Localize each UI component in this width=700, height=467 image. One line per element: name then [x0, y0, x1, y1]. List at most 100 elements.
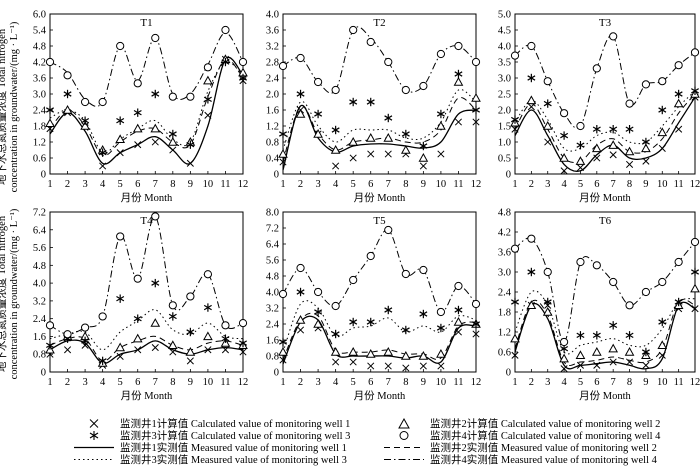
- marker-circle: [510, 51, 520, 60]
- y-tick-label: 5.6: [33, 243, 46, 254]
- marker-x: [279, 356, 287, 364]
- y-tick-label: 3.5: [498, 58, 511, 69]
- marker-triangle: [624, 146, 635, 156]
- marker-x: [560, 167, 568, 175]
- marker-x: [367, 150, 375, 158]
- legend-item-meas2: 监测井2实测值 Measured value of monitoring wel…: [382, 440, 657, 455]
- series-line-solid: [49, 339, 244, 364]
- x-tick-label: 6: [594, 377, 599, 388]
- legend-item-calc1: 监测井1计算值 Calculated value of monitoring w…: [72, 416, 350, 431]
- marker-circle: [543, 267, 552, 277]
- marker-circle: [471, 57, 481, 67]
- y-tick-label: 4.2: [33, 58, 46, 69]
- marker-circle: [384, 57, 393, 67]
- marker-triangle: [673, 98, 684, 108]
- y-tick-label: 0.8: [33, 350, 46, 361]
- series-line-dashdot: [282, 26, 477, 94]
- x-tick-label: 10: [203, 179, 214, 190]
- x-tick-label: 6: [368, 179, 373, 190]
- y-tick-label: 2.4: [33, 106, 47, 117]
- marker-x: [151, 138, 159, 146]
- y-tick-label: 4.0: [266, 288, 279, 299]
- dashdot-line-icon: [382, 454, 426, 465]
- marker-circle: [186, 292, 195, 301]
- marker-x: [116, 149, 124, 157]
- marker-asterisk: [203, 95, 212, 104]
- marker-asterisk: [625, 125, 634, 134]
- marker-triangle: [542, 120, 553, 130]
- marker-circle: [401, 85, 410, 95]
- marker-asterisk: [625, 331, 634, 340]
- marker-x: [511, 351, 519, 359]
- marker-x: [99, 162, 107, 170]
- marker-asterisk: [238, 338, 248, 348]
- x-tick-label: 9: [643, 377, 648, 388]
- y-tick-label: 2.4: [498, 288, 512, 299]
- marker-asterisk: [527, 73, 536, 83]
- marker-x: [576, 164, 585, 172]
- dashed-line-icon: [382, 442, 426, 453]
- marker-asterisk: [98, 356, 107, 366]
- marker-x: [675, 125, 683, 133]
- series-line-dotted: [282, 300, 477, 353]
- marker-circle: [331, 85, 340, 95]
- x-tick-label: 2: [298, 377, 303, 388]
- y-tick-label: 5.6: [266, 256, 279, 267]
- marker-triangle: [591, 346, 602, 356]
- marker-asterisk: [314, 307, 323, 317]
- legend-item-calc3: 监测井3计算值 Calculated value of monitoring w…: [72, 428, 350, 443]
- marker-triangle: [510, 333, 520, 343]
- series-line-solid: [514, 301, 696, 370]
- marker-asterisk: [349, 97, 358, 107]
- marker-triangle: [624, 346, 635, 356]
- marker-circle: [592, 64, 601, 73]
- x-tick-label: 10: [657, 179, 668, 190]
- marker-circle: [203, 63, 213, 72]
- marker-triangle: [295, 314, 306, 324]
- y-tick-label: 0: [506, 170, 511, 181]
- x-tick-label: 12: [471, 179, 482, 190]
- y-tick-label: 2.8: [266, 58, 279, 69]
- marker-asterisk: [543, 297, 552, 307]
- x-tick-label: 9: [421, 179, 426, 190]
- series-line-dashed: [49, 58, 244, 157]
- marker-asterisk: [116, 116, 125, 125]
- marker-asterisk: [471, 319, 481, 329]
- asterisk-marker-icon: [72, 430, 116, 441]
- x-tick-label: 6: [368, 377, 373, 388]
- marker-circle: [203, 270, 213, 279]
- marker-asterisk: [510, 297, 520, 307]
- marker-asterisk: [609, 125, 618, 134]
- marker-triangle: [278, 346, 288, 356]
- x-tick-label: 1: [512, 179, 517, 190]
- circle-marker-icon: [382, 430, 426, 441]
- marker-circle: [296, 263, 305, 273]
- marker-x: [169, 348, 177, 356]
- marker-triangle: [115, 134, 126, 144]
- marker-x: [658, 351, 666, 359]
- marker-asterisk: [98, 148, 107, 157]
- y-tick-label: 4.8: [266, 272, 279, 283]
- marker-circle: [366, 251, 375, 261]
- marker-x: [186, 159, 194, 167]
- marker-triangle: [167, 340, 178, 350]
- series-line-dotted: [514, 290, 696, 355]
- marker-x: [419, 362, 427, 370]
- legend-item-calc4: 监测井4计算值 Calculated value of monitoring w…: [382, 428, 660, 443]
- x-tick-label: 6: [135, 179, 140, 190]
- panel-title: T2: [373, 17, 385, 29]
- marker-triangle: [295, 108, 306, 118]
- marker-asterisk: [45, 341, 55, 350]
- x-tick-label: 10: [203, 377, 214, 388]
- marker-asterisk: [151, 89, 160, 99]
- marker-asterisk: [186, 327, 195, 337]
- marker-circle: [116, 41, 125, 51]
- marker-asterisk: [278, 129, 288, 139]
- y-tick-label: 3.0: [33, 90, 46, 101]
- x-tick-label: 4: [333, 377, 339, 388]
- marker-circle: [384, 225, 393, 235]
- marker-asterisk: [401, 325, 410, 335]
- x-tick-label: 4: [100, 377, 106, 388]
- y-tick-label: 1.8: [33, 122, 46, 133]
- marker-x: [691, 305, 699, 313]
